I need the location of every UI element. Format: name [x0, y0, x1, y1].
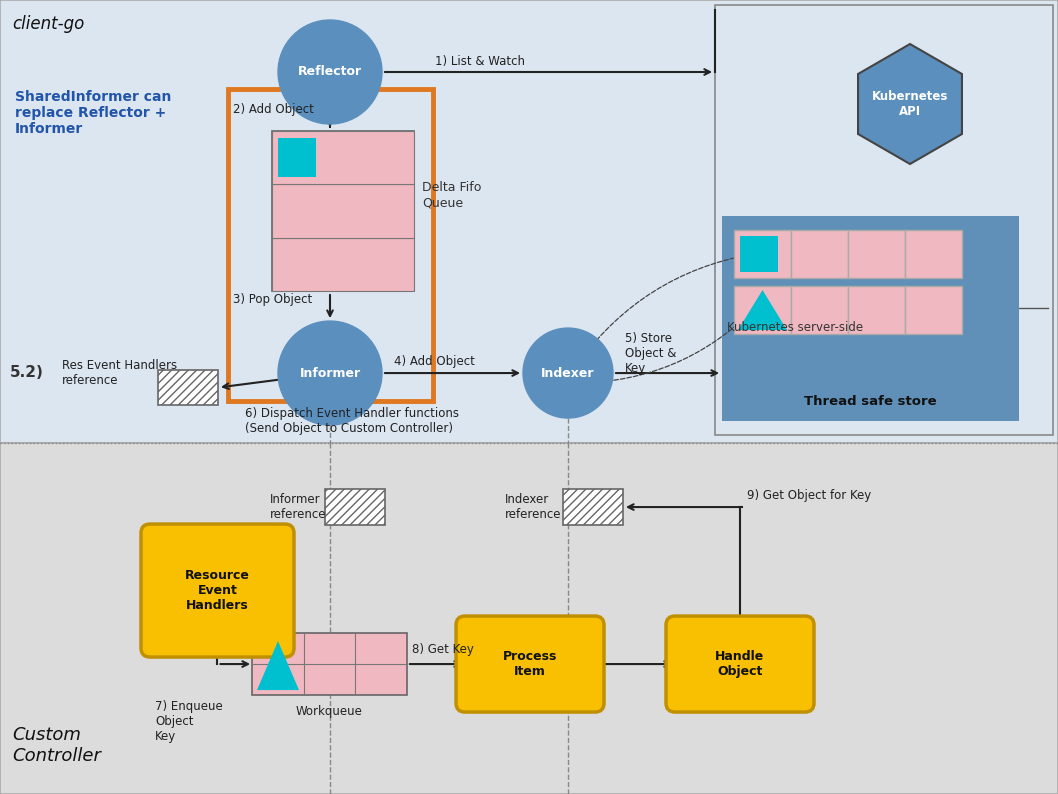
Bar	[272, 184, 414, 237]
Bar	[252, 633, 407, 695]
Polygon shape	[257, 641, 299, 690]
Text: 9) Get Object for Key: 9) Get Object for Key	[747, 488, 871, 502]
Text: 6) Dispatch Event Handler functions
(Send Object to Custom Controller): 6) Dispatch Event Handler functions (Sen…	[245, 407, 459, 435]
Bar	[229, 89, 433, 401]
Bar	[272, 131, 414, 291]
Bar	[849, 286, 905, 334]
Bar	[791, 286, 849, 334]
Polygon shape	[858, 44, 962, 164]
FancyBboxPatch shape	[665, 616, 814, 712]
Bar	[715, 5, 1053, 435]
Bar	[734, 230, 791, 278]
FancyBboxPatch shape	[456, 616, 604, 712]
Bar	[0, 443, 1058, 794]
Text: 2) Add Object: 2) Add Object	[233, 102, 314, 116]
Text: Indexer: Indexer	[542, 367, 595, 380]
Bar	[563, 489, 623, 525]
Text: Indexer
reference: Indexer reference	[505, 493, 562, 521]
Text: Delta Fifo
Queue: Delta Fifo Queue	[422, 181, 481, 209]
Text: Informer
reference: Informer reference	[270, 493, 327, 521]
Text: SharedInformer can
replace Reflector +
Informer: SharedInformer can replace Reflector + I…	[15, 90, 171, 137]
Text: Custom
Controller: Custom Controller	[12, 726, 101, 765]
Circle shape	[278, 321, 382, 425]
Text: Informer: Informer	[299, 367, 361, 380]
Text: 4) Add Object: 4) Add Object	[394, 355, 475, 368]
Bar	[740, 236, 778, 272]
Circle shape	[523, 328, 613, 418]
Text: Thread safe store: Thread safe store	[804, 395, 936, 407]
Bar	[272, 237, 414, 291]
Bar	[722, 216, 1019, 421]
Text: Res Event Handlers
reference: Res Event Handlers reference	[62, 359, 177, 387]
Text: 8) Get Key: 8) Get Key	[412, 642, 474, 656]
Text: Process
Item: Process Item	[503, 650, 558, 678]
Bar	[734, 286, 791, 334]
Text: Reflector: Reflector	[298, 65, 362, 79]
Bar	[325, 489, 385, 525]
Text: 7) Enqueue
Object
Key: 7) Enqueue Object Key	[156, 700, 223, 743]
Circle shape	[278, 20, 382, 124]
Bar	[905, 286, 962, 334]
Text: Kubernetes server-side: Kubernetes server-side	[727, 321, 863, 334]
Bar	[278, 138, 316, 177]
Text: 3) Pop Object: 3) Pop Object	[233, 292, 312, 306]
Polygon shape	[738, 290, 787, 330]
Text: client-go: client-go	[12, 15, 85, 33]
Bar	[905, 230, 962, 278]
Text: 1) List & Watch: 1) List & Watch	[435, 56, 525, 68]
Bar	[272, 131, 414, 184]
Bar	[0, 0, 1058, 443]
Text: Resource
Event
Handlers: Resource Event Handlers	[185, 569, 250, 612]
Text: Handle
Object: Handle Object	[715, 650, 765, 678]
Text: Kubernetes
API: Kubernetes API	[872, 90, 948, 118]
FancyBboxPatch shape	[141, 524, 294, 657]
Bar	[791, 230, 849, 278]
Text: Workqueue: Workqueue	[296, 705, 363, 718]
Text: 5.2): 5.2)	[10, 365, 43, 380]
Text: 5) Store
Object &
Key: 5) Store Object & Key	[625, 332, 676, 375]
Bar	[158, 370, 218, 405]
Bar	[849, 230, 905, 278]
